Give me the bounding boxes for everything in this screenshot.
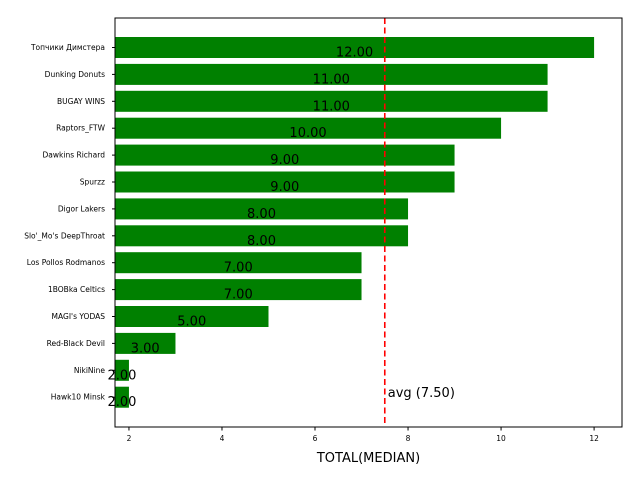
y-tick-label: Slo'_Mo's DeepThroat: [24, 231, 105, 240]
bar-value-label: 10.00: [289, 126, 326, 141]
x-tick-label: 8: [406, 434, 411, 443]
y-tick-label: Digor Lakers: [58, 204, 105, 213]
bar: [115, 63, 548, 85]
plot-frame: [114, 17, 623, 428]
y-tick-label: Los Pollos Rodmanos: [27, 258, 105, 267]
y-tick-label: NikiNine: [74, 366, 106, 375]
reference-line-group: avg (7.50): [383, 18, 455, 427]
bar: [115, 171, 455, 193]
bar: [115, 386, 129, 408]
y-tick-label: Red-Black Devil: [47, 339, 105, 348]
bar-value-label: 3.00: [131, 341, 160, 356]
y-tick-label: Dunking Donuts: [45, 70, 105, 79]
y-tick-label: Raptors_FTW: [56, 124, 105, 133]
x-axis-ticks: 2 4 6 8 10 12: [127, 427, 599, 443]
bar-value-label: 11.00: [313, 72, 350, 87]
bar-value-label: 11.00: [313, 99, 350, 114]
average-line-label: avg (7.50): [388, 386, 455, 401]
bar: [115, 117, 502, 139]
bar-value-label: 12.00: [336, 46, 373, 61]
x-tick-label: 6: [313, 434, 318, 443]
bar: [115, 90, 548, 112]
x-tick-label: 12: [589, 434, 599, 443]
y-tick-label: Hawk10 Minsk: [51, 393, 106, 402]
bar-value-label: 2.00: [108, 368, 137, 383]
bar: [115, 198, 409, 220]
y-tick-label: MAGI's YODAS: [52, 312, 106, 321]
bar-value-label: 2.00: [108, 395, 137, 410]
y-tick-label: Dawkins Richard: [43, 151, 106, 160]
bar-value-label: 7.00: [224, 288, 253, 303]
y-tick-label: BUGAY WINS: [57, 97, 105, 106]
bar-value-label: 8.00: [247, 207, 276, 222]
x-axis-title: TOTAL(MEDIAN): [316, 451, 420, 466]
bar: [115, 225, 409, 247]
bar-value-label: 8.00: [247, 234, 276, 249]
bar: [115, 37, 595, 58]
y-axis-ticks: Топчики Димстера Dunking Donuts BUGAY WINS…: [24, 43, 115, 402]
y-tick-label: Spurzz: [80, 178, 105, 187]
bar: [115, 144, 455, 166]
bar: [115, 252, 362, 274]
bar: [115, 306, 269, 327]
value-labels-group: 12.00 11.00 11.00 10.00 9.00 9.00 8.00 8.00 7.00…: [108, 46, 374, 411]
y-tick-label: Топчики Димстера: [30, 43, 105, 52]
y-tick-label: 1BOBka Celtics: [48, 285, 105, 294]
bar-value-label: 5.00: [177, 315, 206, 330]
bar-value-label: 9.00: [270, 180, 299, 195]
bar: [115, 332, 176, 354]
x-tick-label: 4: [220, 434, 225, 443]
bar: [115, 279, 362, 301]
bar-value-label: 7.00: [224, 261, 253, 276]
bar: [115, 359, 129, 381]
bar-value-label: 9.00: [270, 153, 299, 168]
bars-group: [115, 37, 595, 408]
x-tick-label: 2: [127, 434, 132, 443]
x-tick-label: 10: [496, 434, 506, 443]
